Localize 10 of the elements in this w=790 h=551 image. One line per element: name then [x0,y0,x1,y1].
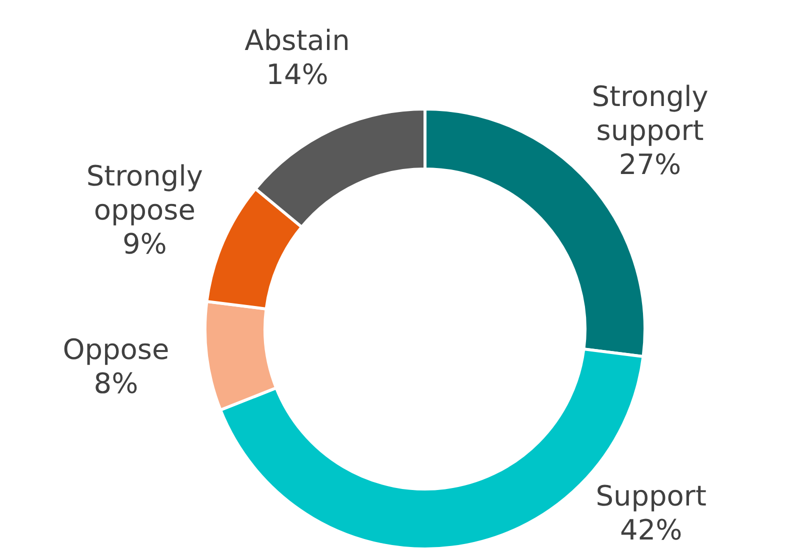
slice-label: Abstain [244,24,350,58]
slice-label: Strongly oppose [86,159,203,226]
slice-label: Oppose [62,333,170,366]
data-label: 14% [266,58,328,92]
data-label: 8% [94,367,138,400]
slice-label: Support [596,480,706,513]
slice-label: Strongly support [592,80,708,148]
data-label: 9% [122,227,167,260]
data-label: 42% [620,514,682,547]
data-label: 27% [618,148,682,182]
